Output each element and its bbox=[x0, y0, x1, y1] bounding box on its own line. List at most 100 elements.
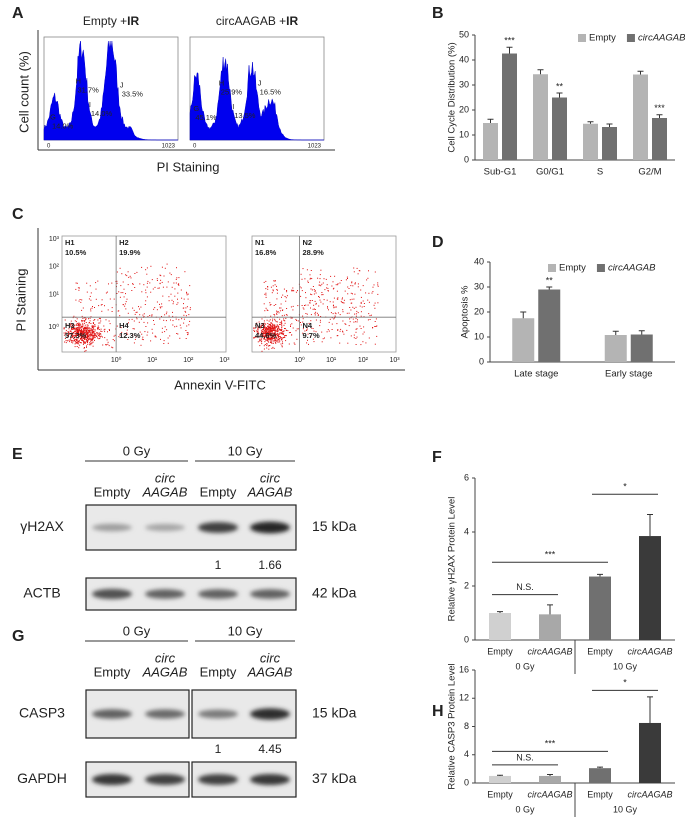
error-bar bbox=[656, 114, 663, 118]
dot bbox=[306, 330, 308, 331]
dot bbox=[256, 331, 258, 333]
dot bbox=[346, 276, 348, 278]
dot bbox=[343, 299, 345, 301]
dot bbox=[296, 328, 298, 330]
dot bbox=[78, 326, 80, 328]
dot bbox=[255, 336, 257, 338]
dot bbox=[183, 303, 184, 305]
dot bbox=[281, 331, 283, 333]
histogram bbox=[43, 40, 178, 141]
quadrant-name: N1 bbox=[255, 238, 265, 247]
dot bbox=[363, 303, 365, 304]
dot bbox=[71, 325, 73, 327]
dot bbox=[272, 332, 274, 334]
dot bbox=[267, 338, 269, 340]
dot bbox=[116, 280, 118, 282]
error-bar bbox=[606, 123, 613, 127]
dot bbox=[368, 292, 370, 294]
dot bbox=[271, 324, 273, 326]
dot bbox=[306, 269, 308, 271]
dot bbox=[279, 322, 281, 324]
dot bbox=[271, 322, 273, 324]
dot bbox=[84, 324, 86, 326]
dot bbox=[276, 340, 278, 342]
dot bbox=[93, 327, 94, 329]
dot bbox=[287, 330, 289, 332]
dot bbox=[268, 331, 270, 332]
dot bbox=[76, 282, 78, 284]
dot bbox=[174, 288, 176, 290]
dot bbox=[94, 339, 95, 341]
dot bbox=[315, 302, 317, 304]
dot bbox=[63, 327, 65, 329]
dose-label: 10 Gy bbox=[228, 443, 263, 458]
dot bbox=[183, 307, 185, 309]
dot bbox=[76, 339, 78, 341]
dot bbox=[323, 299, 325, 301]
dot bbox=[337, 312, 339, 314]
dot bbox=[269, 304, 271, 306]
dot bbox=[118, 291, 120, 293]
dot bbox=[263, 325, 265, 327]
dot bbox=[146, 334, 148, 336]
error-bar bbox=[597, 766, 603, 769]
dot bbox=[263, 330, 265, 332]
dot bbox=[75, 340, 77, 342]
dot bbox=[84, 331, 86, 333]
blot-band bbox=[198, 709, 238, 719]
dot bbox=[90, 339, 92, 341]
dot bbox=[68, 328, 70, 330]
dot bbox=[262, 329, 264, 331]
dot bbox=[75, 335, 77, 337]
dot bbox=[271, 336, 273, 338]
dot bbox=[275, 327, 277, 329]
dot bbox=[274, 332, 275, 334]
x-tick-label: G0/G1 bbox=[536, 167, 564, 178]
dot bbox=[174, 326, 176, 328]
band-quantification: 1.66 bbox=[258, 558, 282, 572]
dot bbox=[72, 340, 74, 342]
y-tick-label: 0 bbox=[464, 777, 469, 787]
dot bbox=[92, 306, 93, 307]
blot-band bbox=[198, 774, 238, 785]
legend-label: Empty bbox=[559, 263, 586, 274]
dot bbox=[335, 313, 337, 315]
dot bbox=[81, 299, 83, 301]
dot bbox=[351, 298, 353, 300]
dot bbox=[353, 321, 355, 323]
dot bbox=[145, 269, 147, 271]
dot bbox=[81, 336, 83, 337]
protein-label: γH2AX bbox=[20, 518, 64, 534]
dot bbox=[121, 331, 123, 333]
dot bbox=[282, 332, 284, 334]
error-bar bbox=[520, 311, 527, 319]
dot bbox=[269, 341, 271, 343]
dot bbox=[71, 333, 73, 335]
dot bbox=[89, 320, 91, 322]
dot bbox=[292, 327, 294, 329]
bar bbox=[489, 775, 511, 783]
significance-label: *** bbox=[504, 36, 515, 46]
dot bbox=[265, 288, 267, 290]
dot bbox=[362, 333, 364, 335]
dot bbox=[123, 288, 125, 290]
quadrant-name: N3 bbox=[255, 321, 265, 330]
dot bbox=[134, 273, 136, 274]
legend-label: circAAGAB bbox=[638, 33, 685, 44]
blot-band bbox=[92, 709, 132, 719]
dot bbox=[291, 289, 293, 291]
dot bbox=[86, 333, 88, 335]
dot bbox=[89, 343, 91, 345]
dot bbox=[274, 318, 276, 320]
bar bbox=[539, 614, 561, 640]
dot bbox=[281, 346, 283, 348]
dot bbox=[136, 271, 138, 273]
dot bbox=[154, 286, 156, 288]
lane-label: Empty bbox=[200, 484, 237, 499]
dot bbox=[178, 277, 180, 279]
dot bbox=[310, 270, 312, 271]
dot bbox=[90, 292, 92, 294]
dot bbox=[264, 310, 266, 312]
dot bbox=[296, 320, 298, 321]
dot bbox=[342, 330, 343, 332]
